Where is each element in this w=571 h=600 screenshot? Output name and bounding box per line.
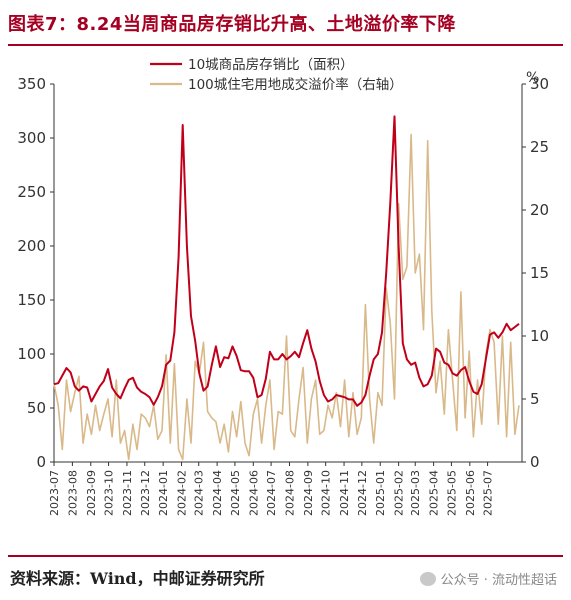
x-tick-label: 2024-01: [157, 470, 170, 516]
chart-legend: 10城商品房存销比（面积） 100城住宅用地成交溢价率（右轴）: [150, 57, 403, 93]
left-tick-label: 150: [17, 291, 46, 309]
x-tick-label: 2024-11: [338, 470, 351, 516]
x-tick-label: 2023-11: [121, 470, 134, 516]
x-tick-label: 2023-09: [85, 470, 98, 516]
x-tick-label: 2025-06: [464, 470, 477, 516]
footer-divider: [8, 555, 563, 557]
watermark-text: 公众号 · 流动性超话: [440, 573, 557, 588]
x-tick-label: 2025-05: [445, 470, 458, 516]
legend-label: 10城商品房存销比（面积）: [188, 57, 354, 73]
left-tick-label: 250: [17, 183, 46, 201]
x-tick-label: 2024-12: [356, 470, 369, 516]
inventory-ratio-line: [53, 115, 520, 407]
left-tick-label: 0: [36, 453, 46, 471]
left-tick-label: 200: [17, 237, 46, 255]
x-tick-label: 2024-06: [247, 470, 260, 516]
line-chart: 0 50 100 150 200 250 300 350 0 5 10 15 20 25 30% 2023-0…: [17, 57, 549, 516]
x-tick-label: 2024-04: [211, 470, 224, 516]
left-tick-label: 50: [27, 399, 46, 417]
x-tick-label: 2024-05: [229, 470, 242, 516]
premium-rate-line: [53, 133, 520, 461]
x-tick-label: 2025-04: [428, 470, 441, 516]
x-tick-label: 2024-08: [283, 470, 296, 516]
right-tick-label: 0: [530, 453, 540, 471]
chart-series: [53, 115, 520, 461]
legend-label: 100城住宅用地成交溢价率（右轴）: [188, 76, 403, 93]
x-tick-label: 2024-03: [193, 470, 206, 516]
x-tick-label: 2025-03: [409, 470, 422, 516]
chart-title: 图表7：8.24当周商品房存销比升高、土地溢价率下降: [8, 14, 456, 35]
right-tick-label: 5: [530, 390, 540, 408]
right-axis-unit: %: [526, 70, 539, 86]
left-tick-label: 100: [17, 345, 46, 363]
left-tick-label: 350: [17, 75, 46, 93]
watermark: 公众号 · 流动性超话: [419, 569, 557, 588]
left-tick-label: 300: [17, 129, 46, 147]
x-tick-label: 2024-07: [265, 470, 278, 516]
x-tick-label: 2023-12: [139, 470, 152, 516]
right-tick-label: 15: [530, 264, 549, 282]
title-divider: [8, 44, 563, 46]
x-tick-label: 2025-01: [374, 470, 387, 516]
x-tick-label: 2023-08: [66, 470, 79, 516]
chart-axes: 0 50 100 150 200 250 300 350 0 5 10 15 20 25 30% 2023-0…: [17, 70, 549, 516]
x-tick-label: 2024-09: [302, 470, 315, 516]
right-tick-label: 20: [530, 201, 549, 219]
source-note: 资料来源：Wind，中邮证券研究所: [10, 569, 265, 588]
right-tick-label: 30: [530, 75, 549, 93]
right-tick-label: 10: [530, 327, 549, 345]
x-tick-label: 2025-02: [393, 470, 406, 516]
right-tick-label: 25: [530, 138, 549, 156]
x-tick-label: 2024-02: [176, 470, 189, 516]
x-tick-label: 2023-10: [103, 470, 116, 516]
x-tick-label: 2023-07: [48, 470, 61, 516]
x-tick-label: 2024-10: [320, 470, 333, 516]
wechat-icon: [419, 571, 436, 586]
x-tick-label: 2025-07: [482, 470, 495, 516]
